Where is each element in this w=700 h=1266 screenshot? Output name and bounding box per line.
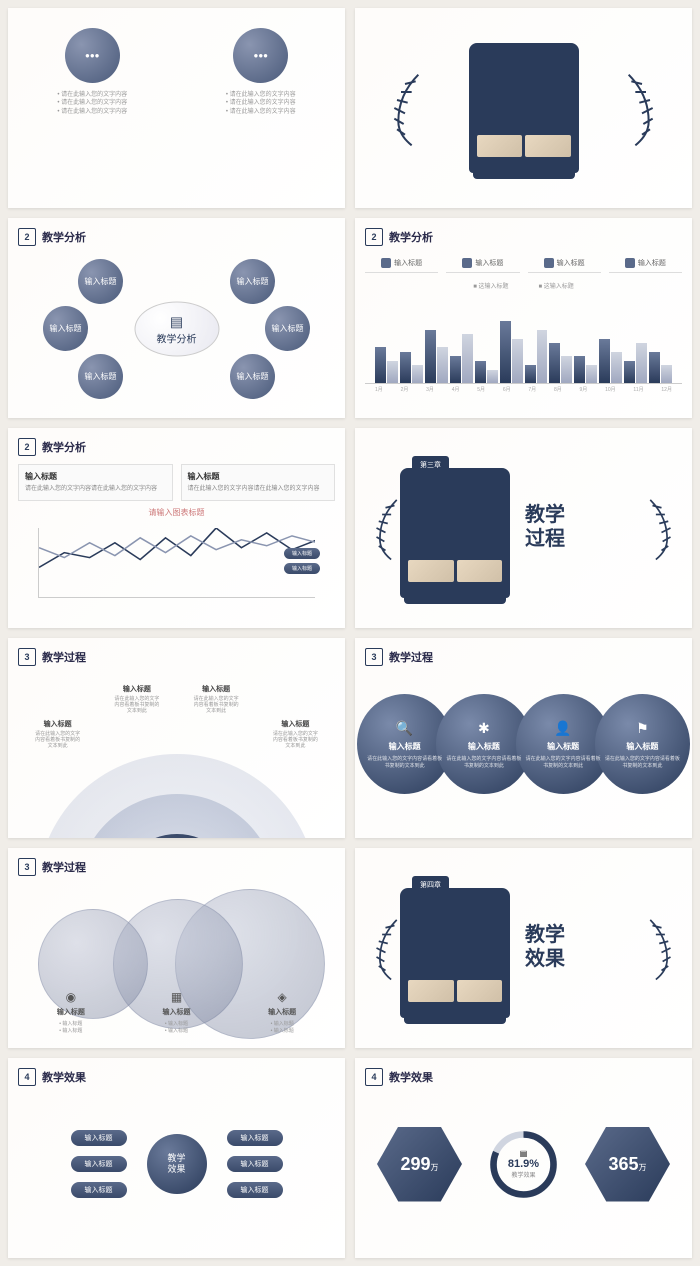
chapter-label: 第四章	[412, 876, 449, 894]
chart-title: 请输入图表标题	[18, 507, 335, 518]
bubble: ●●●	[233, 28, 288, 83]
laurel-left	[375, 68, 435, 148]
tab-row: 输入标题 输入标题 输入标题 输入标题	[365, 254, 682, 273]
slide-partial-top-left: ●●● • 请在此输入您的文字内容• 请在此输入您的文字内容• 请在此输入您的文字…	[8, 8, 345, 208]
slide-chapter3: 第三章 教学过程	[355, 428, 692, 628]
tab: 输入标题	[365, 254, 438, 273]
arc-label: 输入标题请在此输入您的文字内容看着板书复制的文本到此	[35, 719, 80, 749]
section-number: 3	[18, 858, 36, 876]
slide-partial-top-right	[355, 8, 692, 208]
slide-stats: 4 教学效果 299万 ▤81.9%教学效果 365万	[355, 1058, 692, 1258]
line-legend: 输入标题输入标题	[284, 548, 320, 574]
center-circle: 教学效果	[147, 1134, 207, 1194]
tab: 输入标题	[446, 254, 519, 273]
arc-label: 输入标题请在此输入您的文字内容看着板书复制的文本到此	[194, 684, 239, 749]
section-number: 2	[365, 228, 383, 246]
stats-row: 299万 ▤81.9%教学效果 365万	[365, 1094, 682, 1234]
section-title: 教学过程	[42, 649, 86, 665]
slide-pills: 4 教学效果 输入标题 输入标题 输入标题 教学效果 输入标题 输入标题 输入标题	[8, 1058, 345, 1258]
hex-stat: 299万	[377, 1127, 462, 1202]
bubble: ●●●	[65, 28, 120, 83]
pill: 输入标题	[71, 1156, 127, 1172]
chart-legend: ■ 这输入标题■ 这输入标题	[365, 281, 682, 290]
x-axis-labels: 1月2月3月4月5月6月7月8月9月10月11月12月	[365, 384, 682, 395]
center-node: ▤教学分析	[134, 302, 219, 357]
desc-text: • 请在此输入您的文字内容• 请在此输入您的文字内容• 请在此输入您的文字内容	[197, 91, 326, 116]
slide-linechart: 2 教学分析 输入标题请在此输入您的文字内容请在此输入您的文字内容 输入标题请在此…	[8, 428, 345, 628]
pill: 输入标题	[71, 1130, 127, 1146]
section-title: 教学效果	[42, 1069, 86, 1085]
bar-chart	[365, 294, 682, 384]
pill: 输入标题	[227, 1182, 283, 1198]
line-chart: 输入标题输入标题	[38, 528, 315, 598]
section-number: 4	[18, 1068, 36, 1086]
chapter-label: 第三章	[412, 456, 449, 474]
section-title: 教学分析	[42, 229, 86, 245]
node: 输入标题	[230, 259, 275, 304]
tab: 输入标题	[528, 254, 601, 273]
slide-mindmap: 2 教学分析 ▤教学分析 输入标题 输入标题 输入标题 输入标题 输入标题 输入标…	[8, 218, 345, 418]
node: 输入标题	[78, 259, 123, 304]
slide-barchart: 2 教学分析 输入标题 输入标题 输入标题 输入标题 ■ 这输入标题■ 这输入标题…	[355, 218, 692, 418]
section-number: 4	[365, 1068, 383, 1086]
section-title: 教学效果	[389, 1069, 433, 1085]
pill: 输入标题	[227, 1130, 283, 1146]
section-number: 2	[18, 438, 36, 456]
laurel-right	[612, 68, 672, 148]
pill: 输入标题	[227, 1156, 283, 1172]
section-title: 教学分析	[42, 439, 86, 455]
arc-label: 输入标题请在此输入您的文字内容看着板书复制的文本到此	[114, 684, 159, 749]
mind-map: ▤教学分析 输入标题 输入标题 输入标题 输入标题 输入标题 输入标题	[18, 254, 335, 404]
arc-label: 输入标题请在此输入您的文字内容看着板书复制的文本到此	[273, 719, 318, 749]
slide-4circles: 3 教学过程 🔍输入标题请在此输入您的文字内容请看着板书复制的文本到此✱输入标题请…	[355, 638, 692, 838]
node: 输入标题	[265, 306, 310, 351]
desc-text: • 请在此输入您的文字内容• 请在此输入您的文字内容• 请在此输入您的文字内容	[28, 91, 157, 116]
section-number: 3	[18, 648, 36, 666]
node: 输入标题	[78, 354, 123, 399]
section-title: 教学过程	[389, 649, 433, 665]
book-graphic	[469, 43, 579, 173]
node: 输入标题	[43, 306, 88, 351]
col-item: ◉输入标题• 输入标题• 输入标题	[57, 990, 85, 1034]
section-title: 教学分析	[389, 229, 433, 245]
arc-diagram: ♔教学过程 输入标题请在此输入您的文字内容看着板书复制的文本到此 输入标题请在此…	[18, 674, 335, 834]
chapter-title: 教学效果	[525, 923, 565, 971]
col-item: ◈输入标题• 输入标题• 输入标题	[268, 990, 296, 1034]
laurel-right	[639, 488, 684, 568]
node: 输入标题	[230, 354, 275, 399]
nested-circles: ◉输入标题• 输入标题• 输入标题 ▦输入标题• 输入标题• 输入标题 ◈输入标…	[18, 884, 335, 1044]
note-box: 输入标题请在此输入您的文字内容请在此输入您的文字内容	[18, 464, 173, 501]
book-graphic: 第三章	[400, 468, 510, 598]
slide-nested: 3 教学过程 ◉输入标题• 输入标题• 输入标题 ▦输入标题• 输入标题• 输入标…	[8, 848, 345, 1048]
pill: 输入标题	[71, 1182, 127, 1198]
slide-arc: 3 教学过程 ♔教学过程 输入标题请在此输入您的文字内容看着板书复制的文本到此 输…	[8, 638, 345, 838]
pills-layout: 输入标题 输入标题 输入标题 教学效果 输入标题 输入标题 输入标题	[18, 1094, 335, 1234]
section-number: 2	[18, 228, 36, 246]
hex-stat: 365万	[585, 1127, 670, 1202]
tab: 输入标题	[609, 254, 682, 273]
slide-chapter4: 第四章 教学效果	[355, 848, 692, 1048]
section-title: 教学过程	[42, 859, 86, 875]
laurel-right	[639, 908, 684, 988]
note-box: 输入标题请在此输入您的文字内容请在此输入您的文字内容	[181, 464, 336, 501]
donut-chart: ▤81.9%教学效果	[486, 1127, 561, 1202]
section-number: 3	[365, 648, 383, 666]
col-item: ▦输入标题• 输入标题• 输入标题	[162, 990, 190, 1034]
book-graphic: 第四章	[400, 888, 510, 1018]
circles-row: 🔍输入标题请在此输入您的文字内容请看着板书复制的文本到此✱输入标题请在此输入您的…	[365, 674, 682, 814]
chapter-title: 教学过程	[525, 503, 565, 551]
